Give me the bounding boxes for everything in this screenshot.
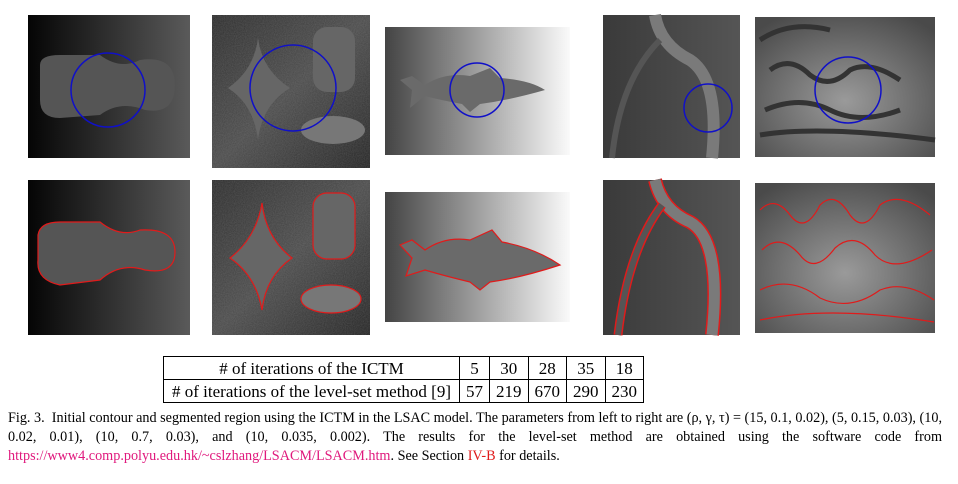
panel-4-result — [603, 178, 740, 336]
initial-contour — [683, 83, 733, 133]
image-grid — [28, 13, 936, 336]
segmented-contour — [37, 221, 176, 286]
iteration-count: 230 — [604, 379, 644, 403]
section-reference[interactable]: IV-B — [467, 448, 496, 464]
table-body: # of iterations of the ICTM 5 30 28 35 18 # of… — [163, 356, 644, 403]
row-label: # of iterations of the level-set method … — [163, 379, 460, 403]
initial-contour — [814, 56, 882, 124]
segmented-contour — [759, 198, 935, 323]
panel-3-initial — [385, 27, 570, 155]
shape — [301, 116, 365, 144]
panel-5-initial — [755, 17, 936, 157]
caption-text: for details. — [499, 448, 560, 464]
initial-contour — [449, 62, 505, 118]
iteration-count: 30 — [489, 356, 529, 380]
vessel — [615, 203, 665, 336]
vessel — [609, 37, 663, 159]
iteration-count: 670 — [527, 379, 567, 403]
segmented-contour — [228, 202, 294, 311]
iterations-table: # of iterations of the ICTM 5 30 28 35 18 # of… — [163, 356, 644, 403]
caption-text: Initial contour and segmented region usi… — [8, 410, 942, 445]
shape — [313, 27, 355, 92]
image-background — [755, 183, 935, 333]
shape — [400, 68, 545, 112]
caption-text: . See Section — [390, 448, 465, 464]
vessel — [649, 13, 720, 159]
panel-5-result — [755, 183, 935, 333]
iteration-count: 5 — [459, 356, 490, 380]
initial-contour — [70, 52, 146, 128]
panel-3-result — [385, 192, 570, 322]
panel-2-result — [212, 180, 370, 335]
figure-caption: Fig. 3. Initial contour and segmented re… — [8, 409, 942, 466]
iteration-count: 57 — [459, 379, 490, 403]
panel-2-initial — [212, 15, 370, 168]
table-row: # of iterations of the ICTM 5 30 28 35 18 — [163, 356, 644, 380]
vessel — [649, 178, 720, 336]
segmented-contour — [300, 284, 362, 314]
caption-label: Fig. 3. — [8, 410, 45, 426]
initial-contour — [249, 44, 337, 132]
iteration-count: 18 — [604, 356, 644, 380]
iteration-count: 290 — [566, 379, 606, 403]
row-label: # of iterations of the ICTM — [163, 356, 460, 380]
table-row: # of iterations of the level-set method … — [163, 379, 644, 403]
segmented-contour — [312, 192, 356, 260]
sulci — [758, 24, 936, 143]
panel-1-initial — [28, 15, 190, 158]
segmented-contour — [398, 229, 562, 291]
panel-1-result — [28, 180, 190, 335]
shape — [40, 55, 175, 118]
shape — [228, 38, 290, 140]
iteration-count: 28 — [527, 356, 567, 380]
iteration-count: 219 — [489, 379, 529, 403]
iteration-count: 35 — [566, 356, 606, 380]
panel-4-initial — [603, 13, 740, 159]
caption-link[interactable]: https://www4.comp.polyu.edu.hk/~cslzhang… — [8, 448, 391, 464]
